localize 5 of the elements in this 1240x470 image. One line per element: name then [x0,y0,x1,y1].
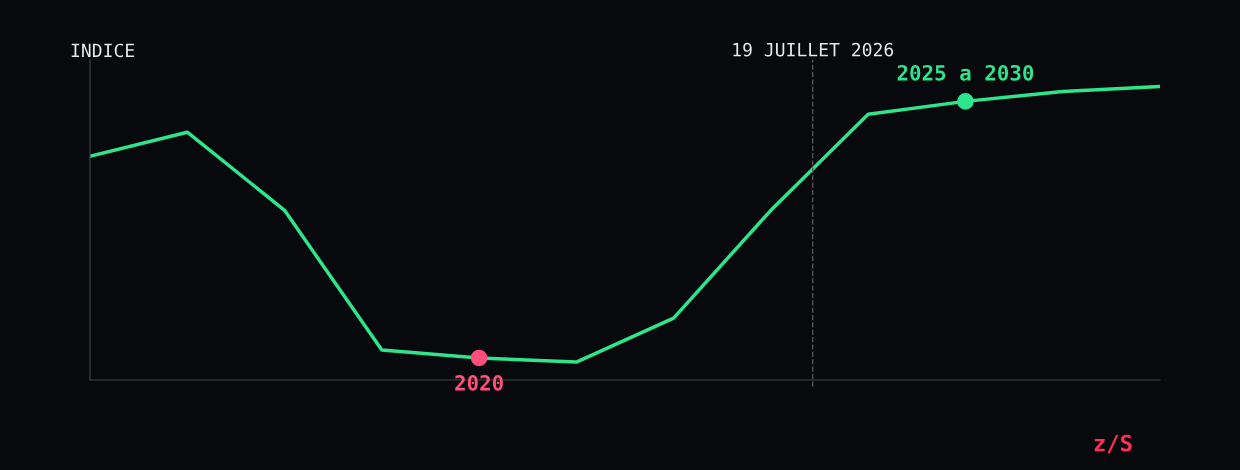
x-axis-title: z/S [1094,434,1132,454]
annotation: 2020 [455,375,503,391]
y-axis-title: INDICE [71,43,135,58]
text: 19 JUILLET 2026 [733,42,894,57]
annotation: 2025 a 2030 [897,64,1034,81]
